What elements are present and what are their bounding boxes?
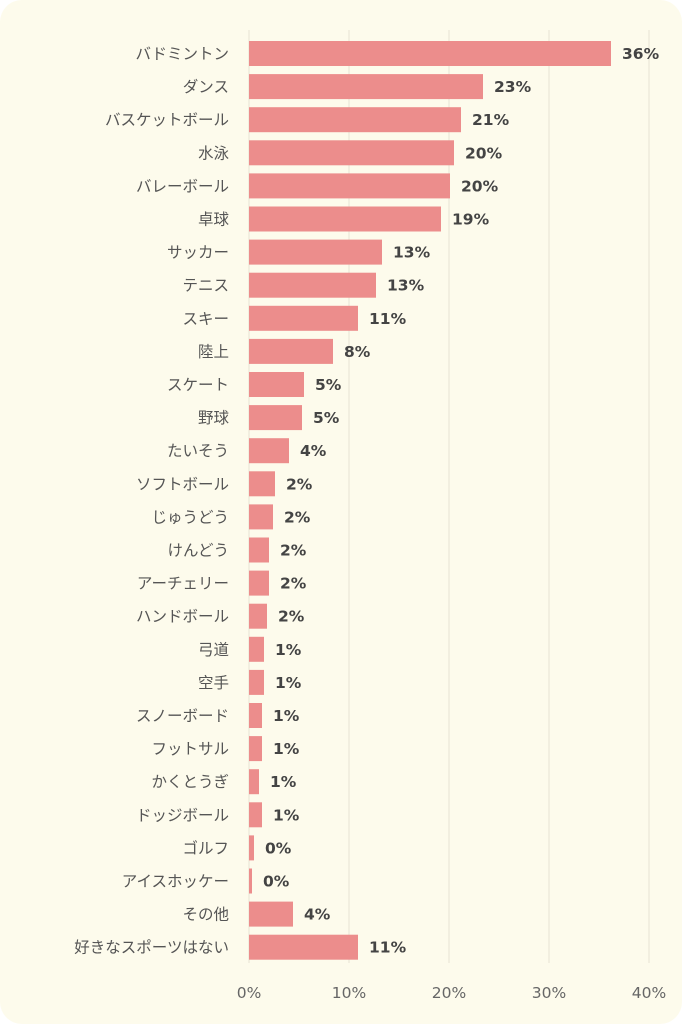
value-label: 36% [622,45,660,63]
x-tick-label: 20% [432,984,466,1002]
category-label: バレーボール [136,177,229,195]
bar [249,537,269,563]
category-label: 卓球 [198,211,230,229]
bar [249,636,264,662]
x-tick-label: 10% [332,984,366,1002]
category-label: ハンドボール [136,608,229,626]
bar [249,338,333,364]
category-label: バスケットボール [105,111,229,129]
bar [249,239,382,265]
value-label: 19% [452,211,490,229]
category-label: じゅうどう [151,508,229,526]
category-label: ソフトボール [136,475,229,493]
category-label: 好きなスポーツはない [74,939,229,957]
bar [249,669,264,695]
category-label: アーチェリー [137,575,229,593]
value-label: 20% [461,177,499,195]
value-label: 11% [369,939,407,957]
bar [249,603,267,629]
bar [249,140,454,166]
bar [249,305,358,331]
bar [249,703,262,728]
value-label: 4% [300,442,327,460]
value-label: 0% [265,839,292,857]
category-label: テニス [182,277,229,295]
category-label: 空手 [198,674,229,692]
gridlines [248,30,650,963]
category-label: スキー [182,310,229,328]
value-label: 2% [278,608,305,626]
category-label: たいそう [167,442,229,460]
x-axis-ticks: 0% 10% 20% 30% 40% [237,984,667,1002]
bar [249,901,293,927]
category-label: けんどう [167,542,229,560]
value-label: 8% [344,343,371,361]
x-tick-label: 40% [632,984,666,1002]
value-label: 13% [393,244,431,262]
bar [249,405,302,431]
bar [249,272,376,298]
bar [249,868,252,894]
value-label: 1% [275,641,302,659]
value-label: 23% [494,78,532,96]
value-label: 5% [313,409,340,427]
bar [249,769,259,795]
category-label: かくとうぎ [151,773,229,791]
bar [249,736,262,762]
value-label: 5% [315,376,342,394]
bar [249,438,289,464]
bar [249,471,275,497]
bar [249,504,273,530]
value-label: 1% [275,674,302,692]
value-label: 4% [304,906,331,924]
bar [249,835,254,861]
category-label: ダンス [183,78,229,96]
bar [249,802,262,828]
value-label: 13% [387,277,425,295]
value-label: 1% [273,806,300,824]
value-label: 1% [273,707,300,725]
value-label: 2% [280,575,307,593]
value-label: 2% [284,508,311,526]
category-label: アイスホッケー [122,873,229,891]
category-label: サッカー [167,244,229,262]
category-label: 弓道 [198,641,229,659]
category-label: 陸上 [198,343,229,361]
bar [249,372,304,397]
category-label: 水泳 [198,144,230,162]
bar [249,570,269,596]
bar [249,206,441,232]
value-label: 2% [286,475,313,493]
value-label: 0% [263,873,290,891]
category-label: バドミントン [136,45,229,63]
category-label: スケート [167,376,229,394]
bar [249,107,461,133]
bar [249,41,611,66]
category-label: フットサル [151,740,229,758]
value-label: 1% [270,773,297,791]
category-label: ドッジボール [136,806,229,824]
bar [249,934,358,960]
category-label: スノーボード [136,707,229,725]
category-label: ゴルフ [182,838,229,857]
category-label: 野球 [198,409,230,427]
x-tick-label: 30% [532,984,566,1002]
value-label: 21% [472,111,510,129]
value-label: 20% [465,144,503,162]
value-label: 2% [280,542,307,560]
bar [249,74,483,100]
category-label: その他 [182,906,229,924]
bars [249,41,611,960]
value-label: 11% [369,310,407,328]
bar [249,173,450,199]
labels: バドミントン 36% ダンス 23% バスケットボール 21% 水泳 20% バレーボール 20%… [74,45,659,957]
value-label: 1% [273,740,300,758]
x-tick-label: 0% [237,984,262,1002]
